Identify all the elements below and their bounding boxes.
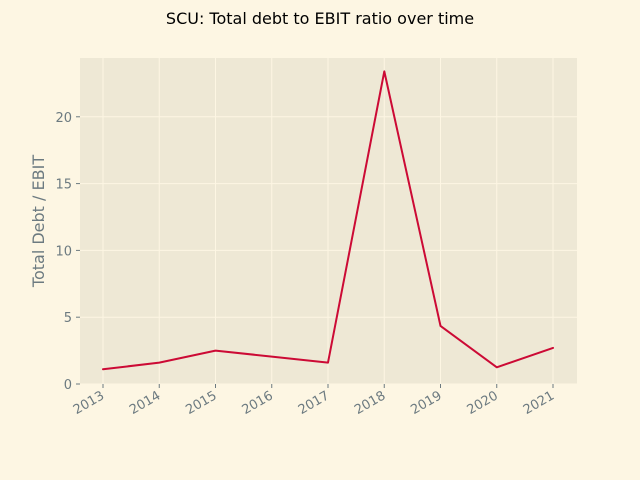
x-tick-label: 2016: [240, 388, 276, 418]
series-line: [102, 70, 554, 371]
x-tick-label: 2013: [71, 388, 107, 418]
y-tick-label: 0: [64, 378, 72, 393]
y-tick-label: 10: [55, 244, 72, 259]
x-axis: 2013 2014 2015 2016 2017 2018 2019 2020 2021: [71, 384, 557, 418]
x-tick-label: 2017: [296, 388, 332, 418]
x-tick-label: 2018: [352, 388, 388, 418]
x-tick-label: 2015: [183, 388, 219, 418]
y-tick-label: 5: [64, 311, 72, 326]
x-tick-label: 2014: [127, 388, 163, 418]
chart-title: SCU: Total debt to EBIT ratio over time: [166, 9, 474, 28]
x-tick-label: 2021: [521, 388, 557, 418]
y-axis-title: Total Debt / EBIT: [29, 155, 48, 288]
x-tick-label: 2020: [465, 388, 501, 418]
x-tick-label: 2019: [408, 388, 444, 418]
y-tick-label: 20: [55, 111, 72, 126]
y-tick-label: 15: [55, 178, 72, 193]
series-layer: [102, 70, 554, 371]
y-axis: 0 5 10 15 20: [55, 111, 80, 393]
